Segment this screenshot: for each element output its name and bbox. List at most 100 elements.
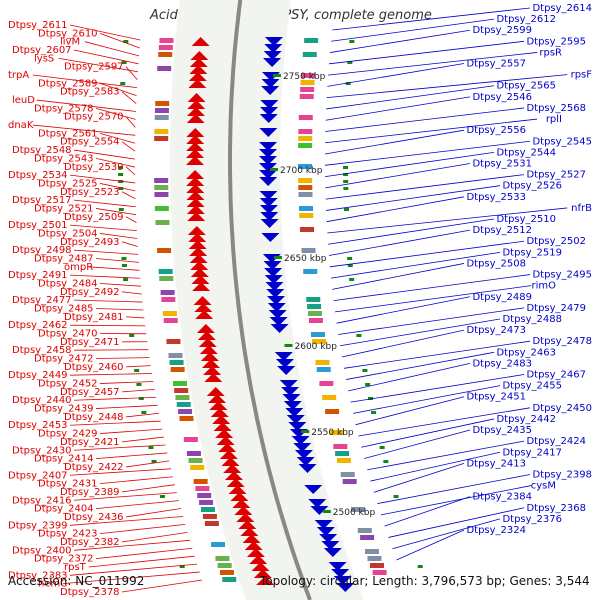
forward-gene-arrow <box>230 492 249 501</box>
gene-label-reverse: Dtpsy_2502 <box>526 236 586 247</box>
scale-tick-mark <box>301 430 310 433</box>
leader-line <box>73 299 143 303</box>
leader-line <box>125 66 138 80</box>
cog-feature-block <box>298 129 313 134</box>
gene-label-forward: rpsT <box>64 562 87 573</box>
leader-line <box>99 233 138 239</box>
forward-gene-arrow <box>203 366 222 375</box>
gc-marker <box>159 495 165 498</box>
leader-line <box>370 451 501 482</box>
cog-feature-block <box>174 388 189 393</box>
scale-tick-mark <box>272 74 281 77</box>
cog-feature-block <box>364 549 379 554</box>
reverse-gene-arrow <box>260 219 279 228</box>
gc-marker <box>151 460 157 463</box>
cog-feature-block <box>222 577 237 582</box>
feature-band <box>170 0 364 600</box>
gene-label-forward: Dtpsy_2493 <box>60 237 120 248</box>
leader-line <box>69 373 153 376</box>
gc-marker <box>121 264 127 267</box>
reverse-gene-arrow <box>267 303 286 312</box>
gene-label-forward: Dtpsy_2436 <box>64 512 124 523</box>
forward-gene-arrow <box>221 457 240 466</box>
leader-line <box>99 133 136 144</box>
gene-label-reverse: rplI <box>546 114 562 125</box>
cog-feature-block <box>370 563 385 568</box>
gene-label-reverse: Dtpsy_2424 <box>526 436 586 447</box>
cog-feature-block <box>158 52 173 57</box>
reverse-gene-arrow <box>333 576 352 585</box>
gene-label-forward: Dtpsy_2457 <box>60 387 120 398</box>
cog-feature-block <box>157 248 172 253</box>
gc-marker <box>379 446 385 449</box>
gc-marker <box>362 369 368 372</box>
reverse-gene-arrow <box>304 485 323 494</box>
reverse-gene-arrow <box>293 443 312 452</box>
forward-gene-arrow <box>226 478 245 487</box>
forward-gene-arrow <box>186 191 205 200</box>
gene-label-reverse: Dtpsy_2614 <box>532 3 592 14</box>
leader-line <box>84 41 140 57</box>
reverse-gene-arrow <box>264 37 283 46</box>
gc-marker <box>417 565 423 568</box>
leader-line <box>341 329 465 358</box>
gene-label-forward: Dtpsy_2523 <box>60 187 120 198</box>
gc-marker <box>121 257 127 260</box>
leader-line <box>326 185 501 211</box>
forward-gene-arrow <box>189 58 208 67</box>
gene-label-forward: Dtpsy_2404 <box>34 504 94 515</box>
cog-feature-block <box>335 451 350 456</box>
reverse-gene-arrow <box>291 436 310 445</box>
gene-label-forward: Dtpsy_2498 <box>12 245 72 256</box>
leader-line <box>99 381 154 384</box>
gene-label-forward: Dtpsy_2539 <box>64 162 124 173</box>
gc-marker <box>349 40 355 43</box>
leader-line <box>324 129 465 155</box>
gene-label-forward: Dtpsy_2504 <box>38 228 98 239</box>
gene-label-forward: Dtpsy_2414 <box>34 454 94 465</box>
cog-feature-block <box>200 507 215 512</box>
cog-feature-block <box>154 185 169 190</box>
forward-gene-arrow <box>189 254 208 263</box>
leader-line <box>95 357 150 359</box>
cog-feature-block <box>219 570 234 575</box>
leader-line <box>326 196 465 223</box>
gene-label-forward: Dtpsy_2548 <box>12 145 72 156</box>
leader-line <box>99 428 163 434</box>
leader-line <box>373 462 465 493</box>
leader-line <box>121 291 142 295</box>
forward-gene-arrow <box>189 247 208 256</box>
cog-feature-block <box>204 521 219 526</box>
leader-line <box>99 183 136 192</box>
gene-label-reverse: rimO <box>531 281 556 292</box>
forward-gene-arrow <box>188 79 207 88</box>
reverse-gene-arrow <box>260 107 279 116</box>
leader-line <box>361 418 495 448</box>
leader-line <box>325 118 538 144</box>
leader-line <box>338 307 525 335</box>
leader-line <box>327 63 465 87</box>
cog-feature-block <box>340 472 355 477</box>
gene-label-reverse: rpsF <box>571 70 593 81</box>
gene-label-reverse: Dtpsy_2455 <box>502 381 562 392</box>
cog-feature-block <box>155 220 170 225</box>
leader-line <box>69 224 137 231</box>
scale-tick-label: 2550 kbp <box>311 428 354 438</box>
gene-label-reverse: Dtpsy_2533 <box>466 192 526 203</box>
cog-feature-block <box>154 136 169 141</box>
cog-feature-block <box>193 479 208 484</box>
scale-tick-label: 2600 kbp <box>295 342 338 352</box>
reverse-gene-arrow <box>296 457 315 466</box>
gene-label-reverse: Dtpsy_2612 <box>496 14 556 25</box>
cog-feature-block <box>159 276 174 281</box>
leader-line <box>95 308 144 311</box>
reverse-gene-arrow <box>259 191 278 200</box>
reverse-gene-arrow <box>263 51 282 60</box>
gc-marker <box>136 383 142 386</box>
gc-marker <box>134 369 140 372</box>
leader-line <box>121 191 136 200</box>
cog-feature-block <box>298 185 313 190</box>
forward-gene-arrow <box>201 359 220 368</box>
leader-line <box>348 363 471 392</box>
cog-feature-block <box>303 269 318 274</box>
